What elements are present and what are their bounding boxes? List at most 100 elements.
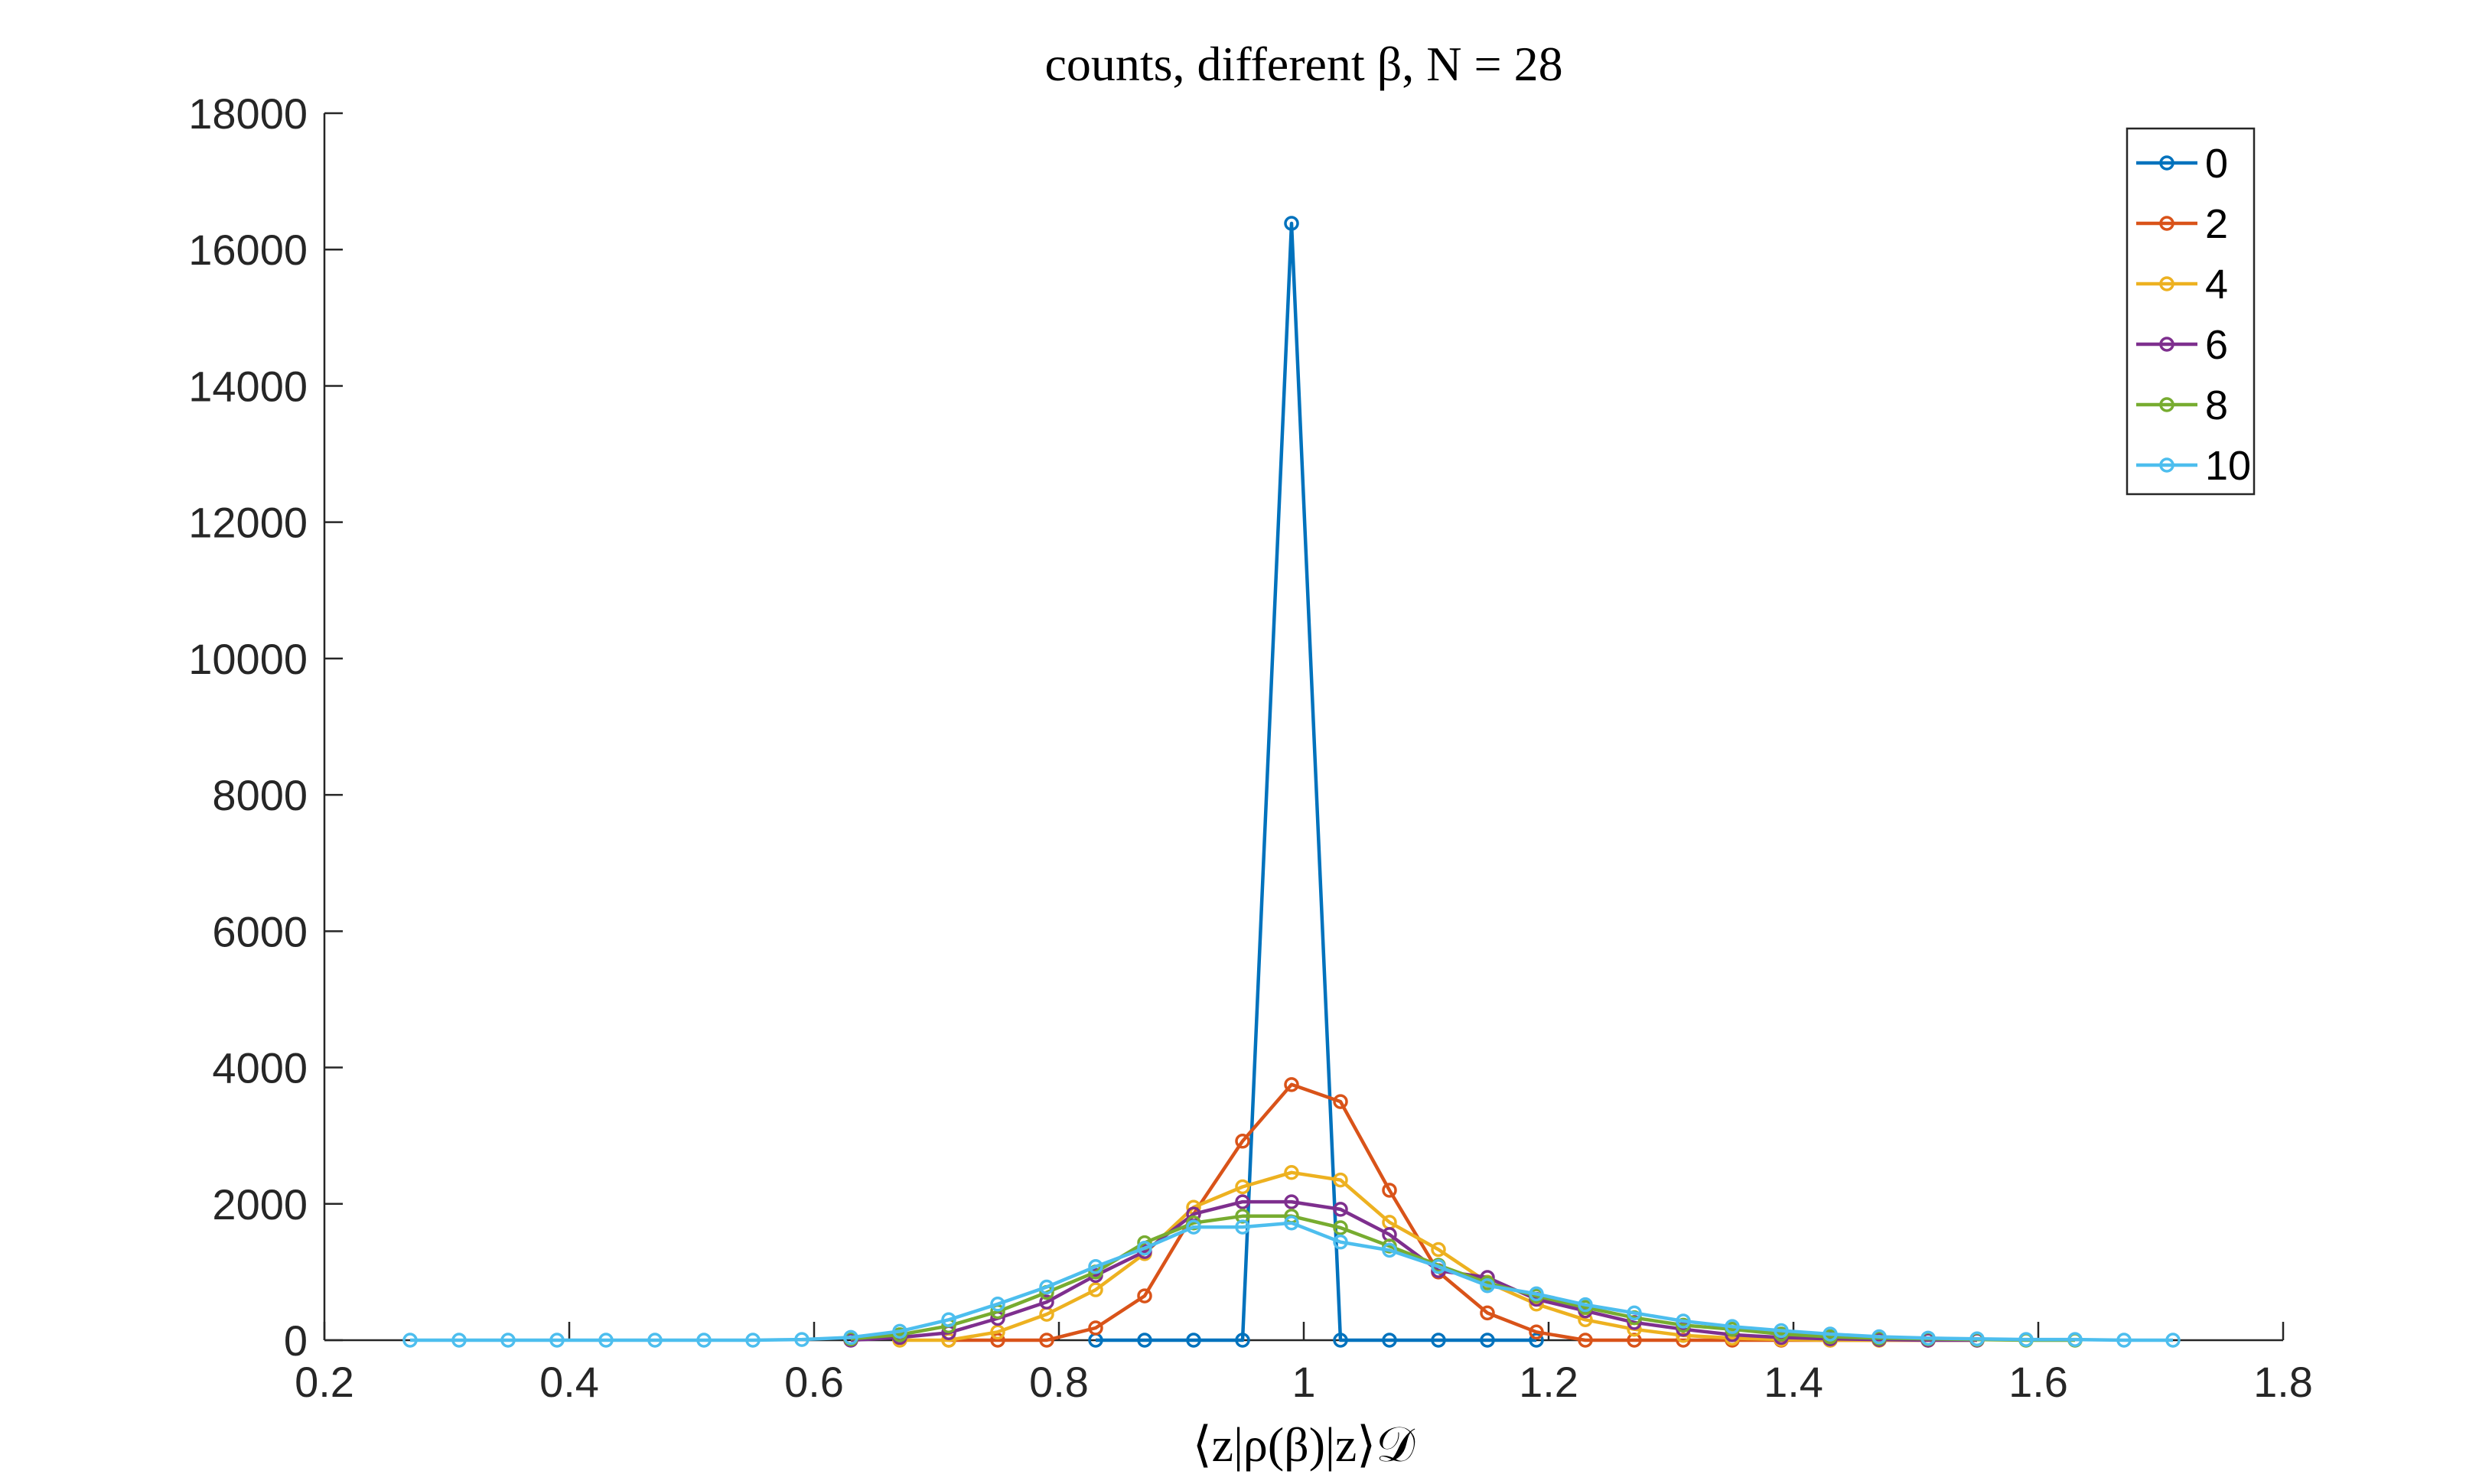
data-point [1920, 1330, 1936, 1346]
data-point [549, 1333, 565, 1348]
y-tick-label: 2000 [212, 1180, 308, 1229]
data-point [2165, 1333, 2181, 1348]
legend: 0 2 4 6 8 10 [2126, 127, 2256, 496]
data-point [1333, 1172, 1348, 1188]
data-point [1823, 1326, 1838, 1342]
data-point [1578, 1333, 1593, 1348]
data-point [1284, 1077, 1299, 1092]
legend-label: 2 [2205, 201, 2228, 247]
data-point [1284, 1194, 1299, 1209]
data-point [1578, 1297, 1593, 1313]
legend-swatch-marker [2159, 155, 2174, 171]
series-layer [402, 216, 2181, 1348]
x-tick-label: 0.4 [539, 1358, 599, 1406]
series-line [410, 1221, 2173, 1342]
chart-title: counts, different β, N = 28 [1044, 37, 1562, 91]
x-tick-label: 1.2 [1519, 1358, 1578, 1406]
data-point [1088, 1282, 1103, 1297]
data-point [1235, 1134, 1250, 1149]
data-point [2116, 1333, 2132, 1348]
data-point [1088, 1320, 1103, 1336]
data-point [1627, 1305, 1642, 1321]
legend-swatch-marker [2159, 216, 2174, 231]
data-point [1235, 1194, 1250, 1209]
x-tick-label: 0.6 [784, 1358, 844, 1406]
data-point [451, 1333, 467, 1348]
data-point [1529, 1333, 1544, 1348]
legend-swatch-marker [2159, 397, 2174, 412]
y-tick-label: 14000 [188, 362, 308, 410]
data-point [892, 1323, 907, 1339]
data-point [1480, 1333, 1495, 1348]
data-point [696, 1333, 712, 1348]
data-point [1039, 1279, 1054, 1295]
data-point [1382, 1333, 1397, 1348]
legend-swatch-marker [2159, 276, 2174, 291]
data-point [1871, 1329, 1887, 1345]
data-point [1186, 1219, 1201, 1235]
x-tick-label: 1.8 [2253, 1358, 2313, 1406]
data-point [1333, 1234, 1348, 1250]
data-point [1676, 1313, 1691, 1329]
data-point [990, 1333, 1005, 1348]
y-tick-label: 18000 [188, 89, 308, 138]
data-point [1480, 1277, 1495, 1294]
data-point [1137, 1333, 1152, 1348]
data-point [647, 1333, 663, 1348]
data-point [1284, 216, 1299, 231]
data-point [1431, 1333, 1446, 1348]
data-point [1284, 1215, 1299, 1231]
data-point [1333, 1094, 1348, 1109]
x-tick-label: 1.4 [1764, 1358, 1823, 1406]
data-point [500, 1333, 516, 1348]
data-point [794, 1332, 810, 1347]
data-point [1333, 1202, 1348, 1217]
data-point [1529, 1324, 1544, 1340]
series-line [1096, 221, 1536, 1342]
data-point [1333, 1333, 1348, 1348]
data-point [1284, 1165, 1299, 1180]
legend-box [2126, 127, 2256, 496]
y-tick-label: 10000 [188, 635, 308, 683]
legend-label: 8 [2205, 382, 2228, 428]
data-point [1088, 1259, 1103, 1274]
data-point [941, 1312, 956, 1328]
data-point [1333, 1220, 1348, 1235]
y-tick-label: 4000 [212, 1044, 308, 1092]
series-10 [402, 1215, 2181, 1348]
data-point [598, 1333, 614, 1348]
legend-label: 0 [2205, 141, 2228, 187]
y-tick-label: 8000 [212, 771, 308, 819]
series-0 [1088, 216, 1544, 1348]
data-point [402, 1333, 418, 1348]
data-point [1137, 1288, 1152, 1303]
data-point [1137, 1240, 1152, 1256]
y-ticks: 0 2000 4000 6000 8000 10000 12000 14000 16000 180… [188, 89, 343, 1365]
data-point [990, 1324, 1005, 1340]
x-tick-label: 0.2 [295, 1358, 354, 1406]
data-point [1529, 1286, 1544, 1302]
x-tick-label: 1 [1292, 1358, 1315, 1406]
legend-label: 6 [2205, 322, 2228, 368]
y-tick-label: 0 [284, 1316, 308, 1365]
data-point [990, 1297, 1005, 1312]
series-line [850, 1199, 1977, 1342]
legend-label: 4 [2205, 262, 2228, 308]
legend-swatch-marker [2159, 337, 2174, 352]
data-point [1431, 1242, 1446, 1258]
data-point [1725, 1319, 1740, 1334]
data-point [1431, 1259, 1446, 1274]
series-line [900, 1170, 1977, 1342]
y-tick-label: 12000 [188, 499, 308, 547]
data-point [1235, 1219, 1250, 1235]
x-tick-label: 1.6 [2008, 1358, 2068, 1406]
data-point [1235, 1333, 1250, 1348]
data-point [1382, 1183, 1397, 1198]
x-tick-label: 0.8 [1029, 1358, 1089, 1406]
data-point [1039, 1294, 1054, 1310]
legend-swatch-marker [2159, 457, 2174, 473]
data-point [1039, 1333, 1054, 1348]
data-point [2067, 1332, 2083, 1347]
